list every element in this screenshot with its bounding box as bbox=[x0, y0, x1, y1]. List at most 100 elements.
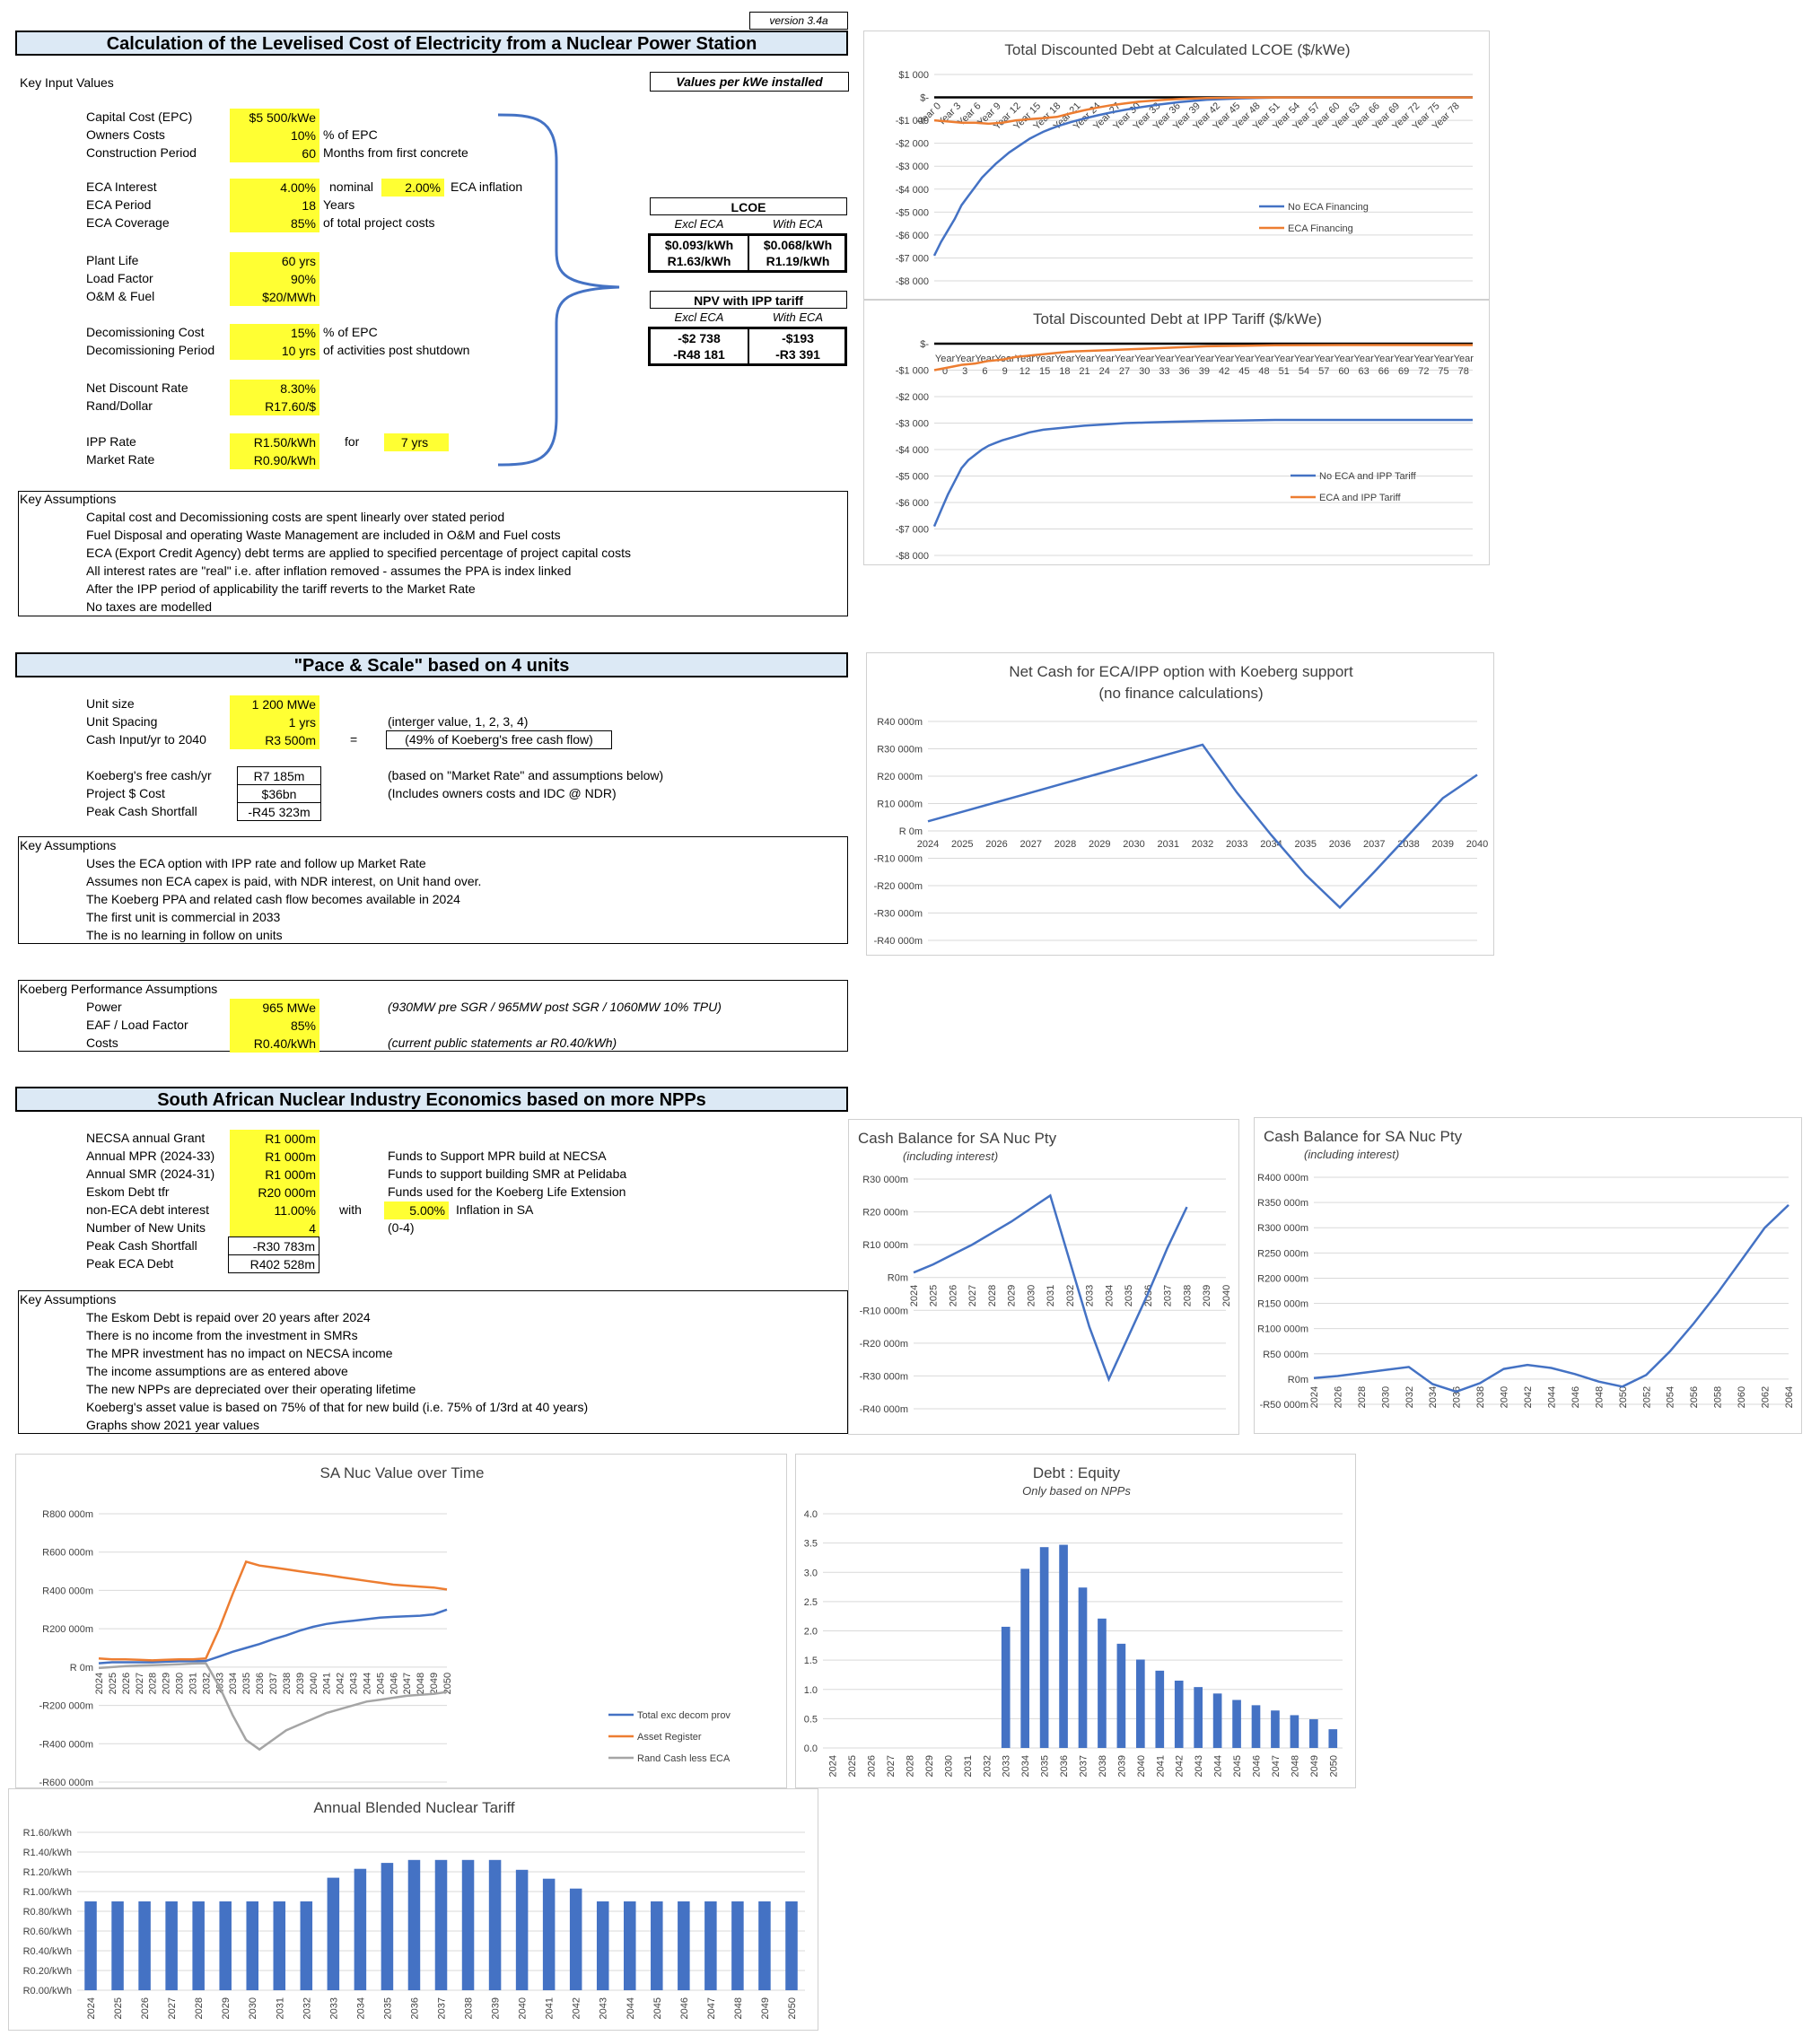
x-tick-label: 51 bbox=[1279, 366, 1290, 377]
input-value[interactable]: 4 bbox=[230, 1219, 319, 1237]
input-value[interactable]: R1 000m bbox=[230, 1130, 319, 1148]
input-label: Cash Input/yr to 2040 bbox=[86, 732, 206, 747]
input-value[interactable]: 11.00% bbox=[230, 1202, 319, 1219]
x-tick-label: 2048 bbox=[1290, 1755, 1300, 1777]
x-tick-label: 6 bbox=[982, 366, 987, 377]
assumption-item: Koeberg's asset value is based on 75% of… bbox=[86, 1400, 589, 1414]
input-value[interactable]: R20 000m bbox=[230, 1184, 319, 1202]
section2-title: "Pace & Scale" based on 4 units bbox=[15, 652, 848, 677]
input-value[interactable]: 85% bbox=[230, 214, 319, 232]
s2-assumptions-title: Key Assumptions bbox=[20, 838, 117, 852]
eca-inflation-value[interactable]: 2.00% bbox=[381, 179, 444, 197]
x-tick-label: 2025 bbox=[951, 839, 973, 850]
x-tick-label: 2040 bbox=[518, 1997, 529, 2019]
chart-title: Annual Blended Nuclear Tariff bbox=[313, 1799, 515, 1816]
y-tick-label: R200 000m bbox=[1257, 1273, 1308, 1284]
assumption-item: Capital cost and Decomissioning costs ar… bbox=[86, 510, 505, 524]
x-tick-label: 27 bbox=[1119, 366, 1130, 377]
chart-cash-balance-2: Cash Balance for SA Nuc Pty (including in… bbox=[1254, 1117, 1802, 1434]
x-tick-label: 2028 bbox=[1357, 1386, 1368, 1408]
assumption-item: After the IPP period of applicability th… bbox=[86, 581, 476, 596]
chart-debt-lcoe: Total Discounted Debt at Calculated LCOE… bbox=[863, 31, 1490, 300]
x-tick-label: 48 bbox=[1258, 366, 1269, 377]
y-tick-label: -$7 000 bbox=[896, 525, 929, 536]
x-tick-label: 2048 bbox=[733, 1997, 744, 2019]
input-value[interactable]: 10 yrs bbox=[230, 342, 319, 360]
x-tick-label: 2058 bbox=[1713, 1386, 1724, 1408]
input-note: of activities post shutdown bbox=[323, 343, 470, 357]
input-value[interactable]: 1 200 MWe bbox=[230, 695, 319, 713]
chart-sa-nuc-value: SA Nuc Value over Time R800 000m R600 000m… bbox=[15, 1454, 787, 1788]
series-line bbox=[98, 1560, 448, 1662]
y-tick-label: -R30 000m bbox=[874, 909, 923, 920]
x-tick-label: 69 bbox=[1398, 366, 1409, 377]
input-value[interactable]: 18 bbox=[230, 197, 319, 214]
npv-r2c2: -R3 391 bbox=[775, 347, 820, 362]
input-label: Plant Life bbox=[86, 253, 139, 267]
input-value[interactable]: 15% bbox=[230, 324, 319, 342]
input-value[interactable]: R17.60/$ bbox=[230, 398, 319, 415]
legend-label: No ECA and IPP Tariff bbox=[1319, 471, 1417, 482]
koeberg-value[interactable]: 85% bbox=[230, 1017, 319, 1035]
input-value[interactable]: R0.90/kWh bbox=[230, 451, 319, 469]
input-value[interactable]: R1.50/kWh bbox=[230, 433, 319, 451]
x-tick-label: 2026 bbox=[1333, 1386, 1343, 1408]
y-tick-label: -$7 000 bbox=[896, 253, 929, 264]
x-tick-label: 18 bbox=[1059, 366, 1070, 377]
input-value[interactable]: R1 000m bbox=[230, 1148, 319, 1166]
y-tick-label: 0.0 bbox=[804, 1743, 818, 1754]
x-tick-label: 2032 bbox=[982, 1755, 993, 1777]
x-tick-label: 39 bbox=[1199, 366, 1210, 377]
inflation-value[interactable]: 5.00% bbox=[384, 1202, 449, 1219]
series-line bbox=[933, 344, 1473, 371]
output-label: Peak Cash Shortfall bbox=[86, 1238, 197, 1253]
y-tick-label: R1.40/kWh bbox=[23, 1848, 72, 1858]
x-tick-prefix: Year bbox=[1234, 354, 1255, 364]
y-tick-label: -R400 000m bbox=[39, 1739, 93, 1750]
input-value[interactable]: 90% bbox=[230, 270, 319, 288]
bar bbox=[1271, 1710, 1280, 1748]
bar bbox=[569, 1888, 582, 1990]
y-tick-label: R600 000m bbox=[42, 1548, 93, 1559]
x-tick-label: 2031 bbox=[963, 1755, 974, 1777]
x-tick-label: 2028 bbox=[148, 1673, 159, 1694]
y-tick-label: -R200 000m bbox=[39, 1701, 93, 1712]
ipp-years-value[interactable]: 7 yrs bbox=[384, 433, 449, 451]
input-value[interactable]: $20/MWh bbox=[230, 288, 319, 306]
input-value[interactable]: $5 500/kWe bbox=[230, 109, 319, 127]
y-tick-label: $- bbox=[920, 339, 929, 350]
bar bbox=[1078, 1587, 1088, 1748]
input-value[interactable]: R1 000m bbox=[230, 1166, 319, 1184]
input-value[interactable]: 60 bbox=[230, 144, 319, 162]
x-tick-label: 2047 bbox=[1271, 1755, 1282, 1777]
y-tick-label: -$5 000 bbox=[896, 207, 929, 218]
y-tick-label: -$3 000 bbox=[896, 162, 929, 172]
input-label: Number of New Units bbox=[86, 1220, 206, 1235]
y-tick-label: -$8 000 bbox=[896, 551, 929, 562]
input-value[interactable]: 60 yrs bbox=[230, 252, 319, 270]
x-tick-label: 2042 bbox=[572, 1997, 582, 2019]
input-label: Owners Costs bbox=[86, 127, 165, 142]
chart-debt-equity: Debt : Equity Only based on NPPs 4.0 3.5 3.0… bbox=[795, 1454, 1356, 1788]
input-value[interactable]: R3 500m bbox=[230, 731, 319, 749]
input-label: Annual MPR (2024-33) bbox=[86, 1149, 215, 1163]
koeberg-value[interactable]: R0.40/kWh bbox=[230, 1035, 319, 1053]
input-value[interactable]: 10% bbox=[230, 127, 319, 144]
x-tick-label: 2025 bbox=[929, 1285, 940, 1306]
koeberg-value[interactable]: 965 MWe bbox=[230, 999, 319, 1017]
bar bbox=[354, 1868, 367, 1990]
input-label: Eskom Debt tfr bbox=[86, 1184, 170, 1199]
bar bbox=[542, 1878, 556, 1990]
y-tick-label: R0.60/kWh bbox=[23, 1927, 72, 1937]
npv-r1c1: -$2 738 bbox=[678, 331, 721, 345]
x-tick-label: 2032 bbox=[302, 1997, 312, 2019]
assumption-item: No taxes are modelled bbox=[86, 599, 213, 614]
x-tick-label: 2036 bbox=[1329, 839, 1351, 850]
input-value[interactable]: 4.00% bbox=[230, 179, 319, 197]
input-value[interactable]: 1 yrs bbox=[230, 713, 319, 731]
npv-r1c2: -$193 bbox=[782, 331, 814, 345]
input-value[interactable]: 8.30% bbox=[230, 380, 319, 398]
x-tick-label: 15 bbox=[1039, 366, 1050, 377]
section1-title: Calculation of the Levelised Cost of Ele… bbox=[15, 31, 848, 56]
y-tick-label: -$1 000 bbox=[896, 116, 929, 127]
